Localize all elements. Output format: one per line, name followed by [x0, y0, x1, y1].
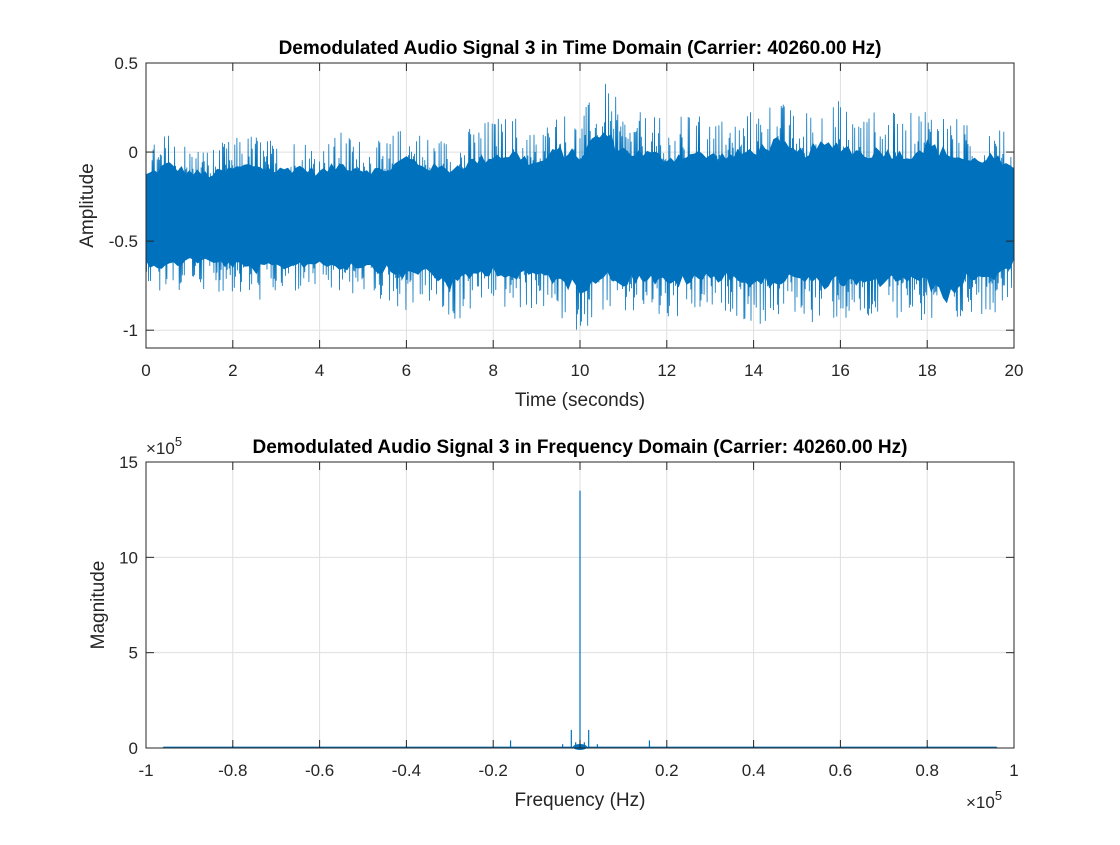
ax1-ytick-label: 0.5 [114, 54, 138, 73]
time-domain-axes: 0 2 4 6 8 10 12 14 16 18 20 -1 -0.5 0 0.5 Demodulated … [77, 38, 1023, 411]
time-y-axis-label: Amplitude [77, 163, 98, 248]
ax2-ytick-label: 0 [129, 739, 138, 758]
ax2-xtick-label: 0.4 [742, 761, 766, 780]
ax2-xtick-label: 0.2 [655, 761, 679, 780]
ax1-xtick-label: 14 [744, 361, 763, 380]
ax1-xtick-label: 18 [918, 361, 937, 380]
frequency-y-exponent-label: ×105 [146, 434, 182, 458]
ax2-xtick-label: 0 [575, 761, 584, 780]
ax1-xtick-label: 8 [488, 361, 497, 380]
time-chart-title: Demodulated Audio Signal 3 in Time Domai… [279, 38, 882, 59]
ax2-xtick-label: 1 [1009, 761, 1018, 780]
time-ticks: 0 2 4 6 8 10 12 14 16 18 20 -1 -0.5 0 0.5 [109, 54, 1024, 380]
time-signal-series [145, 83, 1015, 330]
ax1-xtick-label: 16 [831, 361, 850, 380]
ax1-xtick-label: 0 [141, 361, 150, 380]
ax2-xtick-label: 0.6 [829, 761, 853, 780]
ax2-ytick-label: 10 [119, 548, 138, 567]
ax2-xtick-label: -0.4 [392, 761, 421, 780]
ax1-xtick-label: 4 [315, 361, 324, 380]
x-exponent-power: 5 [995, 788, 1002, 803]
ax2-xtick-label: -1 [138, 761, 153, 780]
time-signal-trace [145, 83, 1015, 330]
ax2-xtick-label: -0.8 [218, 761, 247, 780]
frequency-y-axis-label: Magnitude [88, 561, 109, 650]
ax2-ytick-label: 5 [129, 644, 138, 663]
frequency-x-axis-label: Frequency (Hz) [515, 790, 646, 811]
frequency-spectrum-series [162, 490, 998, 751]
y-exponent-power: 5 [175, 434, 182, 449]
x-exponent-base: ×10 [966, 793, 995, 812]
ax1-xtick-label: 12 [657, 361, 676, 380]
ax1-xtick-label: 6 [402, 361, 411, 380]
ax1-xtick-label: 2 [228, 361, 237, 380]
ax1-ytick-label: -0.5 [109, 232, 138, 251]
y-exponent-base: ×10 [146, 439, 175, 458]
ax1-ytick-label: 0 [129, 143, 138, 162]
time-x-axis-label: Time (seconds) [515, 390, 645, 411]
ax1-ytick-label: -1 [123, 321, 138, 340]
ax2-xtick-label: -0.6 [305, 761, 334, 780]
frequency-chart-title: Demodulated Audio Signal 3 in Frequency … [253, 437, 908, 458]
frequency-x-exponent-label: ×105 [966, 788, 1002, 812]
ax2-xtick-label: 0.8 [915, 761, 939, 780]
ax2-ytick-label: 15 [119, 453, 138, 472]
ax1-xtick-label: 20 [1005, 361, 1024, 380]
ax2-xtick-label: -0.2 [479, 761, 508, 780]
ax1-xtick-label: 10 [571, 361, 590, 380]
